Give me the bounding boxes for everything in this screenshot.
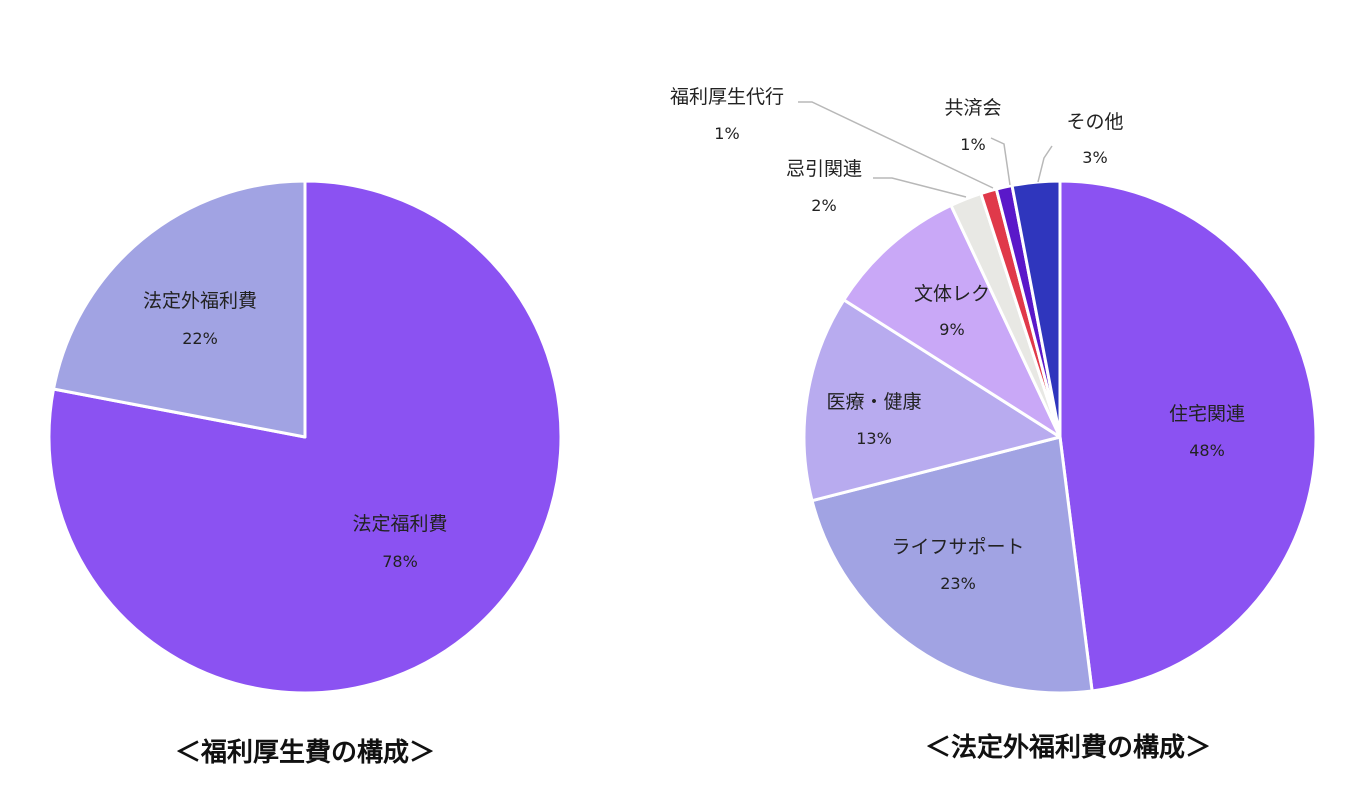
pie-1-slice-0 (1058, 179, 1318, 693)
pie-1-slice-2 (802, 298, 1062, 503)
pie-chart-welfare-composition: 法定福利費 78% 法定外福利費 22% (47, 179, 563, 695)
pie-1-value-label-5: 1% (714, 124, 739, 143)
pie-0-value-label-1: 22% (182, 329, 218, 348)
pie-0-slice-1 (52, 179, 307, 439)
pie-1-category-label-3: 文体レク (914, 283, 990, 305)
pie-0-category-label-0: 法定福利費 (352, 513, 447, 535)
pie-1-category-label-5: 福利厚生代行 (670, 86, 784, 108)
pie-1-slice-1 (810, 435, 1094, 695)
pie-1-value-label-2: 13% (856, 429, 892, 448)
pie-1-leader-line-7 (1037, 145, 1053, 183)
pie-1-value-label-1: 23% (940, 574, 976, 593)
pie-1-value-label-3: 9% (939, 320, 964, 339)
pie-chart-non-statutory-composition: 住宅関連 48% ライフサポート 23% 医療・健康 13% 文体レク 9% 忌引関連 2% 福利厚… (670, 86, 1318, 695)
pie-1-value-label-7: 3% (1082, 148, 1107, 167)
pie-1-category-label-1: ライフサポート (891, 536, 1024, 558)
pie-1-leader-line-6 (990, 137, 1011, 186)
pie-1-category-label-6: 共済会 (944, 97, 1001, 119)
pie-0-value-label-0: 78% (382, 552, 418, 571)
chart-title-non-statutory: ＜法定外福利費の構成＞ (925, 732, 1211, 763)
pie-1-category-label-7: その他 (1066, 111, 1123, 133)
pie-1-slice-7 (1010, 179, 1062, 439)
pie-1-value-label-6: 1% (960, 135, 985, 154)
pie-1-leader-line-5 (798, 101, 994, 189)
pie-1-category-label-0: 住宅関連 (1169, 403, 1245, 425)
pie-1-value-label-0: 48% (1189, 441, 1225, 460)
pie-1-category-label-2: 医療・健康 (826, 391, 921, 413)
pie-1-category-label-4: 忌引関連 (786, 158, 862, 180)
pie-1-slice-3 (842, 203, 1062, 439)
pie-0-category-label-1: 法定外福利費 (143, 290, 257, 312)
chart-title-welfare: ＜福利厚生費の構成＞ (175, 738, 435, 768)
pie-1-leader-line-4 (873, 177, 967, 198)
pie-1-value-label-4: 2% (811, 196, 836, 215)
